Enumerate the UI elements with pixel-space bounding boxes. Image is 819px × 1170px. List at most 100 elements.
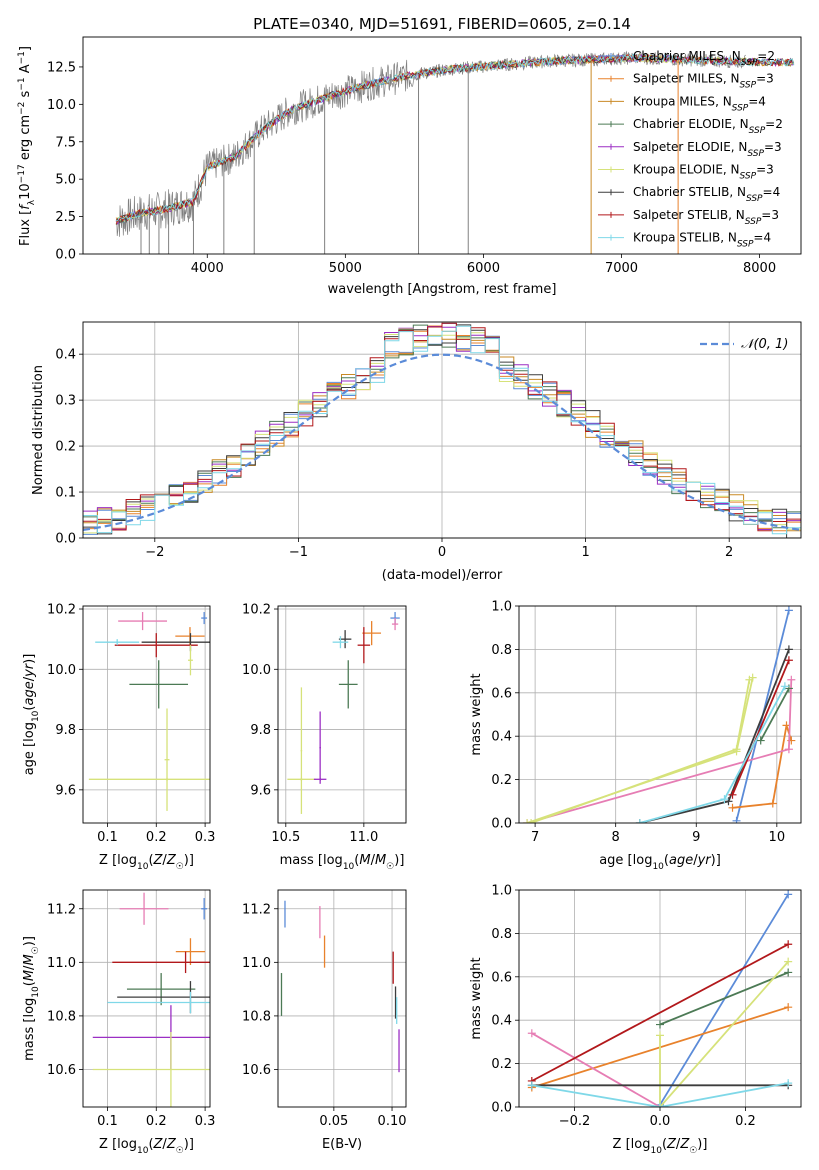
y-tick-label: 2.5 xyxy=(55,210,76,225)
errorbar-point xyxy=(332,636,349,649)
x-axis-label: Z [log10(Z/Z☉)] xyxy=(99,1137,194,1156)
x-axis-label: (data-model)/error xyxy=(382,568,503,583)
errorbar-point xyxy=(118,612,168,631)
residuals-grid xyxy=(83,322,801,539)
series-line xyxy=(527,1079,793,1107)
age-vs-mass-frame xyxy=(277,605,407,824)
figure-title: PLATE=0340, MJD=51691, FIBERID=0605, z=0… xyxy=(253,15,631,33)
x-axis-label: Z [log10(Z/Z☉)] xyxy=(613,1137,708,1156)
y-tick-label: 0.0 xyxy=(491,817,512,832)
y-tick-label: 10.0 xyxy=(242,663,271,678)
series-marker xyxy=(732,816,741,823)
age-vs-Z-frame xyxy=(82,605,211,824)
legend-item: Kroupa ELODIE, NSSP=3 xyxy=(598,163,774,182)
mass-vs-ebv-plot-area xyxy=(280,900,400,1073)
y-tick-label: 10.6 xyxy=(242,1063,271,1078)
x-tick-label: 7 xyxy=(531,830,539,845)
y-tick-label: 0.4 xyxy=(491,1014,512,1029)
series-marker xyxy=(784,1003,793,1012)
legend-label: Kroupa STELIB, NSSP=4 xyxy=(633,231,771,250)
errorbar-point xyxy=(201,612,208,625)
weight-vs-Z-frame xyxy=(518,889,802,1108)
residuals-frame xyxy=(82,321,802,539)
y-tick-label: 0.6 xyxy=(491,686,512,701)
x-tick-label: 8000 xyxy=(743,261,776,276)
spectrum-plot-area xyxy=(115,50,795,254)
x-axis-label: wavelength [Angstrom, rest frame] xyxy=(328,282,557,297)
errorbar-point xyxy=(112,951,210,974)
series-marker xyxy=(656,1020,664,1029)
series-marker xyxy=(745,675,754,684)
y-tick-label: 10.8 xyxy=(47,1009,76,1024)
x-tick-label: 8 xyxy=(612,830,620,845)
series-marker xyxy=(728,790,737,799)
y-tick-label: 9.6 xyxy=(55,783,76,798)
series-marker xyxy=(780,682,789,691)
weight-vs-age-plot-area xyxy=(523,606,796,823)
series-marker xyxy=(656,1031,664,1040)
y-tick-label: 10.6 xyxy=(47,1063,76,1078)
y-axis-label: mass [log10(M/M☉)] xyxy=(22,936,41,1061)
weight-vs-Z-plot-area xyxy=(527,890,793,1107)
y-tick-label: 0.4 xyxy=(491,730,512,745)
y-tick-label: 0.0 xyxy=(55,532,76,547)
age-vs-mass-panel: 10.5 11.0 9.6 9.8 10.0 10.2 mass [log10(M/M☉)] xyxy=(242,603,407,872)
normal-curve xyxy=(83,353,801,531)
errorbar-point xyxy=(95,639,140,646)
y-tick-label: 10.0 xyxy=(47,98,76,113)
x-tick-label: 0.2 xyxy=(735,1114,756,1129)
weight-vs-age-frame xyxy=(518,605,802,824)
legend-label: Chabrier ELODIE, NSSP=2 xyxy=(633,117,783,136)
series-line xyxy=(527,675,754,823)
series-marker xyxy=(784,890,793,899)
x-tick-label: 5000 xyxy=(329,261,362,276)
series-marker xyxy=(527,819,536,823)
y-tick-label: 0.0 xyxy=(55,248,76,263)
y-tick-label: 12.5 xyxy=(47,60,76,75)
y-tick-label: 0.8 xyxy=(491,643,512,658)
y-tick-label: 10.8 xyxy=(242,1009,271,1024)
series-marker xyxy=(768,799,777,808)
y-tick-label: 9.6 xyxy=(250,783,271,798)
spectrum-legend: Chabrier MILES, NSSP=2 Salpeter MILES, NS… xyxy=(598,49,783,250)
x-tick-label: −1 xyxy=(289,545,308,560)
series-line xyxy=(656,957,793,1107)
x-tick-label: 4000 xyxy=(191,261,224,276)
y-tick-label: 9.8 xyxy=(250,723,271,738)
series-line xyxy=(527,1029,664,1107)
legend-label: Salpeter MILES, NSSP=3 xyxy=(633,72,774,91)
errorbar-point xyxy=(164,708,170,811)
legend-label: Kroupa ELODIE, NSSP=3 xyxy=(633,163,774,182)
x-tick-label: 1 xyxy=(581,545,589,560)
y-tick-label: 7.5 xyxy=(55,135,76,150)
series-line xyxy=(756,684,793,745)
y-tick-label: 11.0 xyxy=(242,956,271,971)
series-line xyxy=(656,890,793,1107)
errorbar-point xyxy=(300,687,303,814)
legend-label: Salpeter STELIB, NSSP=3 xyxy=(633,208,779,227)
y-tick-label: 1.0 xyxy=(491,600,512,615)
series-marker xyxy=(756,736,765,745)
errorbar-point xyxy=(175,938,206,966)
y-tick-label: 0.2 xyxy=(491,1057,512,1072)
y-tick-label: 0.4 xyxy=(55,348,76,363)
age-vs-Z-plot-area xyxy=(88,612,210,811)
weight-vs-age-panel: 7 8 9 10 0.0 0.2 0.4 0.6 0.8 1.0 age [log10(age/yr… xyxy=(469,600,802,872)
y-axis-label: age [log10(age/yr)] xyxy=(22,654,41,776)
x-tick-label: 6000 xyxy=(467,261,500,276)
y-axis-label: Normed distribution xyxy=(31,365,46,495)
series-marker xyxy=(784,968,793,977)
series-marker xyxy=(784,957,793,966)
legend-label: Chabrier MILES, NSSP=2 xyxy=(633,49,775,68)
legend-item: Chabrier ELODIE, NSSP=2 xyxy=(598,117,783,136)
histogram-step-line xyxy=(83,325,801,538)
mass-vs-Z-panel: 0.1 0.2 0.3 10.6 10.8 11.0 11.2 Z [log10(Z/Z☉)]… xyxy=(22,889,215,1156)
series-line xyxy=(635,682,789,823)
x-tick-label: 10 xyxy=(769,830,786,845)
x-tick-label: −0.2 xyxy=(559,1114,591,1129)
mass-vs-ebv-panel: 0.05 0.10 10.6 10.8 11.0 11.2 E(B-V) xyxy=(242,889,407,1152)
series-line xyxy=(656,968,793,1029)
mass-vs-Z-frame xyxy=(82,889,211,1108)
y-tick-label: 0.3 xyxy=(55,394,76,409)
